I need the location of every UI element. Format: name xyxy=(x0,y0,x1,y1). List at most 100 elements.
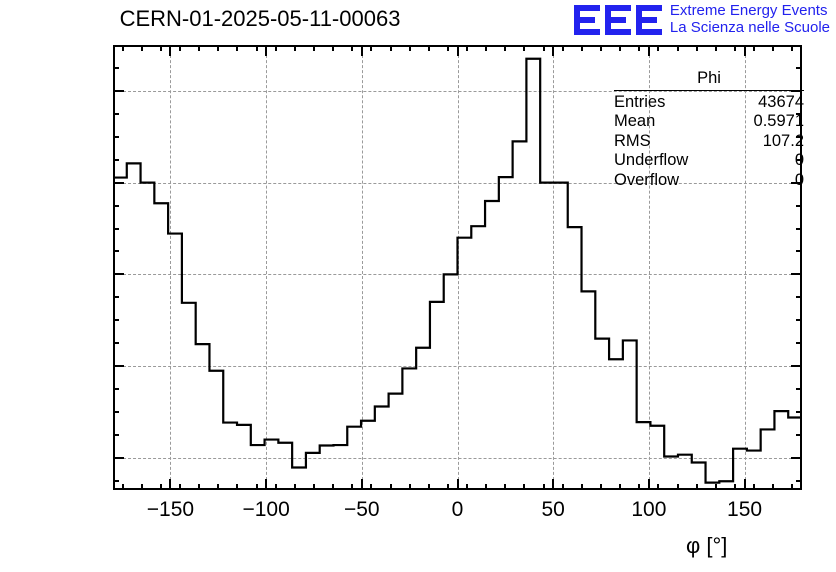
y-tick-minor xyxy=(113,112,119,115)
x-tick-major xyxy=(360,479,363,490)
x-tick-minor xyxy=(504,484,507,490)
y-axis-ticks: 600800100012001400 xyxy=(113,45,802,490)
y-tick-major xyxy=(791,456,802,459)
x-tick-minor xyxy=(638,484,641,490)
x-tick-minor xyxy=(676,45,679,51)
y-tick-minor xyxy=(113,388,119,391)
x-tick-minor xyxy=(580,45,583,51)
y-axis-title: Entries/bin xyxy=(0,0,24,52)
y-tick-minor xyxy=(796,158,802,161)
x-tick-label: −100 xyxy=(242,498,290,521)
x-tick-minor xyxy=(370,45,373,51)
x-tick-minor xyxy=(198,484,201,490)
y-tick-minor xyxy=(113,296,119,299)
stats-row: Overflow 0 xyxy=(614,171,804,191)
x-tick-minor xyxy=(198,45,201,51)
stats-value: 0 xyxy=(794,170,804,189)
x-tick-minor xyxy=(714,45,717,51)
x-tick-minor xyxy=(523,484,526,490)
stats-value: 43674 xyxy=(758,92,804,111)
x-tick-minor xyxy=(600,45,603,51)
x-tick-minor xyxy=(466,45,469,51)
y-tick-minor xyxy=(796,479,802,482)
y-tick-minor xyxy=(796,227,802,230)
y-tick-minor xyxy=(113,342,119,345)
x-tick-minor xyxy=(274,45,277,51)
y-tick-major xyxy=(113,456,124,459)
x-tick-minor xyxy=(772,484,775,490)
x-tick-minor xyxy=(657,484,660,490)
histogram-steps xyxy=(113,57,802,484)
x-tick-minor xyxy=(772,45,775,51)
y-tick-minor xyxy=(796,342,802,345)
stats-box: Phi Entries 43674 Mean 0.5971 RMS 107.2 Underf… xyxy=(614,69,804,190)
grid-line-vertical xyxy=(361,45,363,490)
x-tick-minor xyxy=(561,45,564,51)
y-tick-major xyxy=(791,181,802,184)
x-tick-label: 50 xyxy=(541,498,565,521)
stats-row: Mean 0.5971 xyxy=(614,112,804,132)
x-tick-minor xyxy=(159,45,162,51)
y-tick-minor xyxy=(113,479,119,482)
x-tick-major xyxy=(647,45,650,56)
x-tick-minor xyxy=(178,45,181,51)
y-tick-major xyxy=(791,273,802,276)
y-tick-minor xyxy=(796,411,802,413)
x-tick-minor xyxy=(351,45,354,51)
y-tick-major xyxy=(791,89,802,92)
grid-line-vertical xyxy=(553,45,555,490)
x-tick-minor xyxy=(791,484,794,490)
stats-divider xyxy=(614,89,804,91)
x-tick-minor xyxy=(504,45,507,51)
x-tick-minor xyxy=(638,45,641,51)
x-tick-minor xyxy=(389,484,392,490)
x-tick-major xyxy=(456,479,459,490)
x-tick-minor xyxy=(255,484,258,490)
y-tick-minor xyxy=(113,319,119,322)
x-tick-minor xyxy=(446,45,449,51)
y-tick-minor xyxy=(113,433,119,436)
y-tick-minor xyxy=(796,433,802,436)
y-tick-minor xyxy=(796,204,802,207)
x-tick-minor xyxy=(217,45,220,51)
x-tick-major xyxy=(360,45,363,56)
x-tick-minor xyxy=(753,45,756,51)
x-tick-minor xyxy=(121,45,124,51)
stats-value: 0.5971 xyxy=(753,112,804,130)
y-tick-minor xyxy=(796,66,802,69)
x-tick-minor xyxy=(466,484,469,490)
x-tick-minor xyxy=(140,45,143,51)
x-tick-label: −50 xyxy=(343,498,380,521)
stats-key: Underflow xyxy=(614,151,689,169)
stats-row: Underflow 0 xyxy=(614,151,804,171)
y-tick-minor xyxy=(796,112,802,115)
y-tick-minor xyxy=(796,250,802,253)
x-tick-minor xyxy=(217,484,220,490)
x-axis-title: φ [°] xyxy=(686,533,728,558)
x-tick-minor xyxy=(523,45,526,51)
x-tick-minor xyxy=(121,484,124,490)
y-tick-minor xyxy=(113,66,119,69)
x-tick-minor xyxy=(408,45,411,51)
stats-row: Entries 43674 xyxy=(614,93,804,113)
y-tick-minor xyxy=(113,204,119,207)
page-title: CERN-01-2025-05-11-00063 xyxy=(119,6,401,31)
y-tick-minor xyxy=(796,135,802,138)
eee-logo-text: Extreme Energy Events La Scienza nelle S… xyxy=(670,2,830,36)
x-tick-major xyxy=(552,45,555,56)
x-tick-major xyxy=(647,479,650,490)
x-tick-minor xyxy=(734,484,736,490)
y-tick-minor xyxy=(796,388,802,391)
x-tick-minor xyxy=(427,484,430,490)
x-tick-minor xyxy=(274,484,277,490)
eee-logo-line1: Extreme Energy Events xyxy=(669,2,828,19)
stats-key: Mean xyxy=(614,112,656,130)
eee-logo-mark xyxy=(573,2,662,35)
histogram-curve xyxy=(113,45,802,490)
y-tick-minor xyxy=(113,135,119,138)
stats-value: 107.2 xyxy=(762,131,804,150)
x-tick-minor xyxy=(236,45,239,51)
x-tick-minor xyxy=(427,45,430,51)
grid-line-vertical xyxy=(744,45,746,490)
x-tick-minor xyxy=(542,484,545,490)
